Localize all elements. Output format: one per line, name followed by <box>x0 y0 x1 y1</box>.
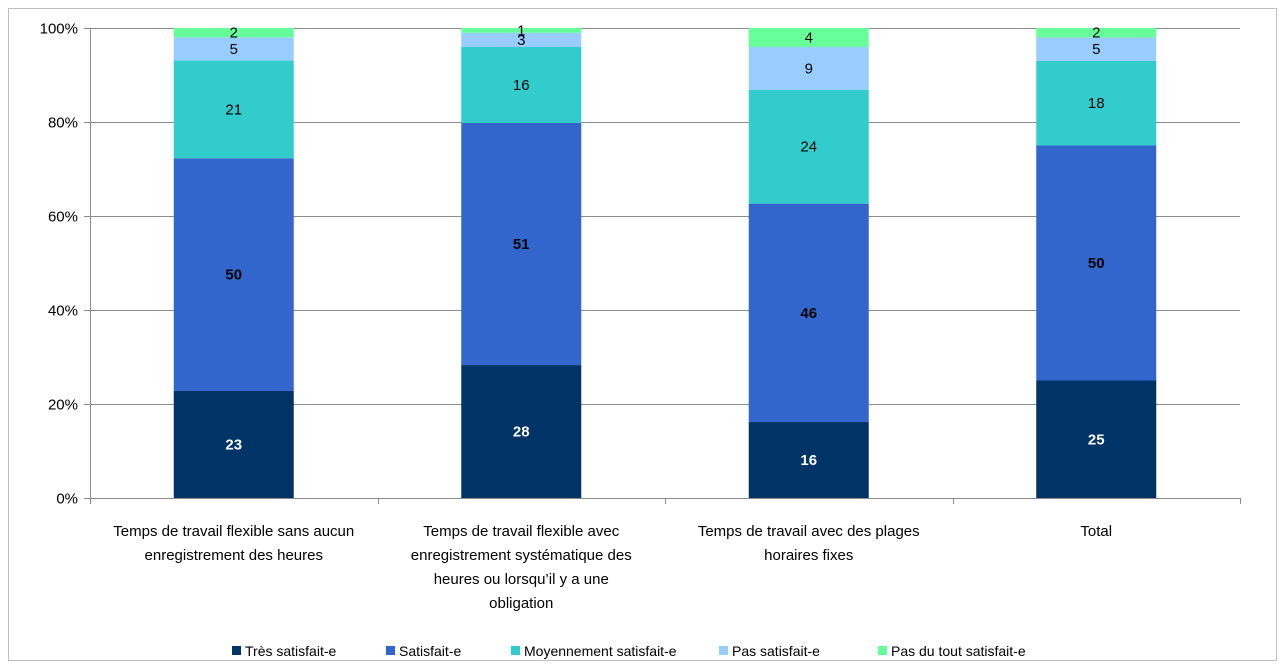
bar-segment <box>461 46 582 123</box>
legend-label: Très satisfait-e <box>245 643 336 659</box>
legend-label: Pas satisfait-e <box>732 643 820 659</box>
data-label: 18 <box>1088 95 1105 112</box>
data-label: 28 <box>513 424 530 441</box>
data-label: 1 <box>517 22 525 39</box>
data-label: 5 <box>230 41 238 58</box>
data-label: 50 <box>225 267 242 284</box>
bar-segment <box>1036 60 1157 146</box>
bar-segment <box>748 203 869 423</box>
data-label: 3 <box>517 32 525 49</box>
bar-segment <box>173 60 294 159</box>
x-category-label: Temps de travail avec des plages <box>698 523 920 540</box>
x-category-label: horaires fixes <box>764 547 853 564</box>
y-tick-label: 100% <box>40 21 78 38</box>
bar-segment <box>748 28 869 47</box>
bar-segment <box>748 46 869 90</box>
bar-segment <box>748 422 869 498</box>
data-label: 25 <box>1088 431 1105 448</box>
data-label: 50 <box>1088 255 1105 272</box>
bar-segment <box>173 158 294 391</box>
bar-segment <box>1036 37 1157 61</box>
data-label: 4 <box>805 29 813 46</box>
data-label: 16 <box>513 77 530 94</box>
bar-segment <box>748 89 869 204</box>
x-category-label: obligation <box>489 595 553 612</box>
x-category-label: enregistrement systématique des <box>411 547 632 564</box>
legend-swatch <box>878 646 887 655</box>
y-tick-label: 80% <box>48 115 78 132</box>
bar-segment <box>173 28 294 38</box>
data-label: 2 <box>1092 25 1100 42</box>
data-label: 5 <box>1092 41 1100 58</box>
bar-segment <box>1036 145 1157 381</box>
x-category-label: enregistrement des heures <box>145 547 323 564</box>
legend-swatch <box>232 646 241 655</box>
bar-segment <box>461 365 582 498</box>
data-label: 46 <box>800 305 817 322</box>
bar-segment <box>1036 380 1157 498</box>
data-label: 24 <box>800 139 817 156</box>
legend-swatch <box>386 646 395 655</box>
legend-label: Pas du tout satisfait-e <box>891 643 1026 659</box>
legend-swatch <box>511 646 520 655</box>
bar-segment <box>461 122 582 366</box>
data-label: 9 <box>805 60 813 77</box>
bar-segment <box>173 37 294 61</box>
bar-segment <box>461 32 582 47</box>
x-category-label: Temps de travail flexible sans aucun <box>113 523 354 540</box>
data-label: 2 <box>230 25 238 42</box>
y-tick-label: 60% <box>48 209 78 226</box>
legend-label: Moyennement satisfait-e <box>524 643 677 659</box>
legend-swatch <box>719 646 728 655</box>
data-label: 16 <box>800 452 817 469</box>
y-tick-label: 0% <box>56 491 78 508</box>
x-category-label: Total <box>1080 523 1112 540</box>
x-category-label: Temps de travail flexible avec <box>423 523 619 540</box>
data-label: 51 <box>513 236 530 253</box>
x-category-label: heures ou lorsqu’il y a une <box>434 571 609 588</box>
y-tick-label: 40% <box>48 303 78 320</box>
bar-segment <box>461 28 582 33</box>
y-tick-label: 20% <box>48 397 78 414</box>
legend-label: Satisfait-e <box>399 643 461 659</box>
bar-segment <box>173 390 294 498</box>
data-label: 23 <box>225 436 242 453</box>
data-label: 21 <box>225 101 242 118</box>
bar-segment <box>1036 28 1157 38</box>
